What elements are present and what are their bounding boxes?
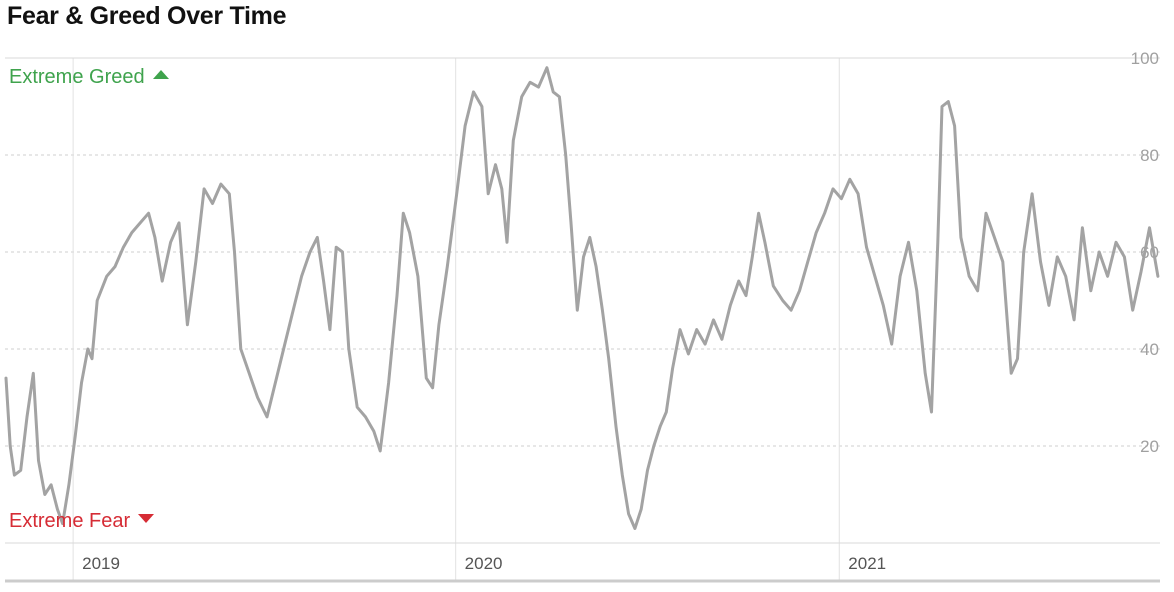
y-tick-label: 100	[1131, 49, 1159, 68]
extreme-fear-text: Extreme Fear	[9, 510, 131, 532]
triangle-down-icon	[138, 514, 155, 524]
x-tick-label: 2020	[465, 554, 503, 573]
y-tick-label: 40	[1140, 340, 1159, 359]
triangle-up-icon	[152, 70, 169, 80]
grid-lines	[5, 58, 1160, 581]
extreme-greed-label: Extreme Greed	[9, 66, 169, 89]
page-title: Fear & Greed Over Time	[7, 2, 287, 30]
x-tick-labels: 2019 2020 2021	[82, 554, 886, 573]
y-tick-label: 20	[1140, 437, 1159, 456]
extreme-greed-text: Extreme Greed	[9, 66, 145, 88]
axis-lines	[5, 57, 1160, 583]
y-tick-label: 80	[1140, 146, 1159, 165]
x-tick-label: 2021	[848, 554, 886, 573]
series-line	[4, 66, 1160, 530]
x-tick-label: 2019	[82, 554, 120, 573]
series-layer	[4, 66, 1160, 530]
extreme-fear-label: Extreme Fear	[9, 510, 155, 533]
